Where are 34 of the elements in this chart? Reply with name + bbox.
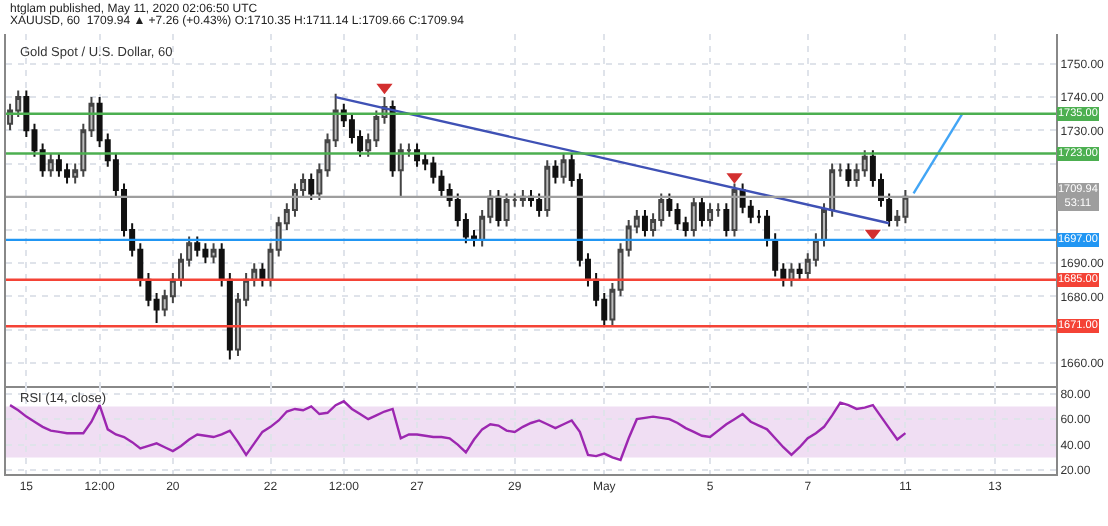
candlestick	[764, 209, 771, 248]
candlestick	[503, 192, 510, 228]
candlestick	[397, 142, 404, 198]
candlestick	[845, 162, 852, 188]
candlestick	[194, 235, 201, 258]
candlestick	[641, 209, 648, 238]
candlestick	[210, 242, 217, 265]
candlestick	[902, 189, 909, 225]
candlestick	[55, 152, 62, 178]
candlestick	[226, 272, 233, 361]
candlestick	[536, 192, 543, 218]
candlestick	[698, 195, 705, 228]
point	[864, 229, 881, 241]
candlestick	[202, 242, 209, 265]
candlestick	[259, 262, 266, 288]
candlestick	[251, 262, 258, 288]
candlestick	[544, 159, 551, 218]
candlestick	[707, 202, 714, 228]
candlestick	[218, 242, 225, 288]
candlestick	[788, 262, 795, 288]
candlestick	[389, 99, 396, 178]
candlestick	[723, 202, 730, 238]
candlestick	[64, 162, 71, 185]
candlestick	[821, 202, 828, 248]
candlestick	[772, 232, 779, 278]
candlestick	[495, 189, 502, 228]
point	[376, 83, 393, 95]
candlestick	[690, 195, 697, 238]
candlestick	[560, 152, 567, 185]
candlestick	[308, 172, 315, 202]
candlestick	[829, 162, 836, 218]
candlestick	[47, 152, 54, 178]
candlestick	[796, 262, 803, 281]
candlestick	[552, 159, 559, 185]
